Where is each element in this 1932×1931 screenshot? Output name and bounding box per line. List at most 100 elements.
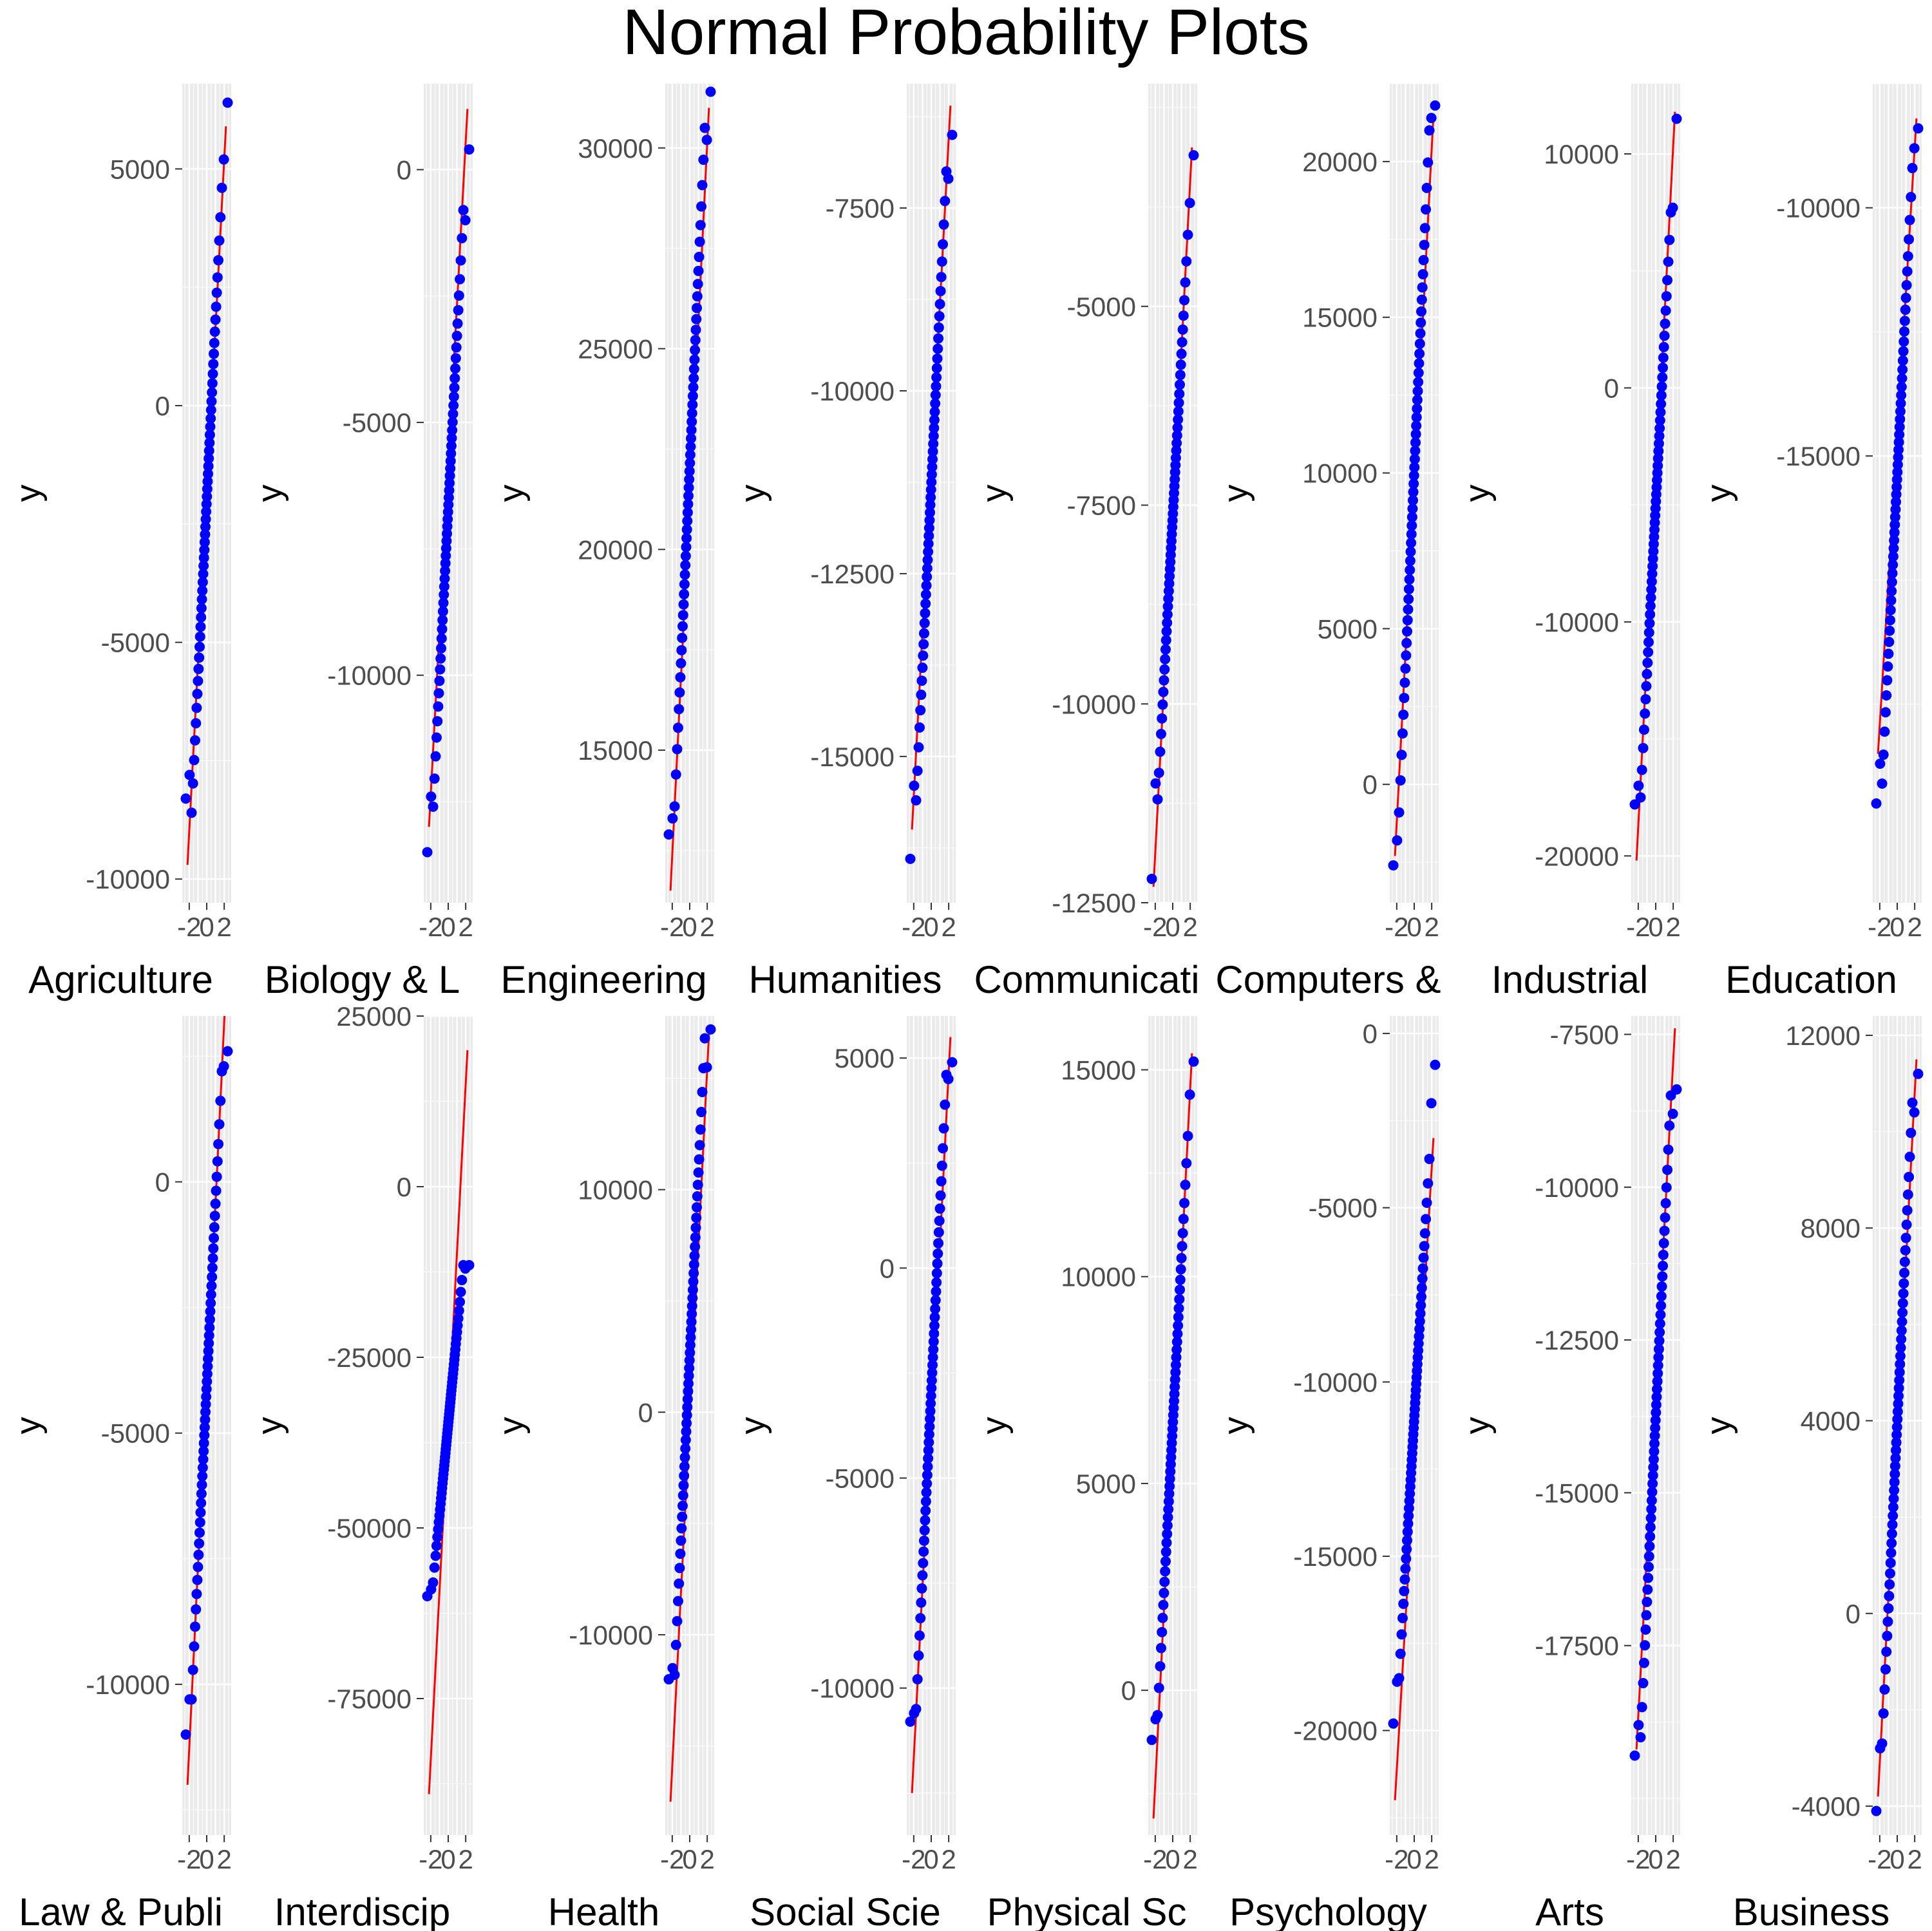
data-point	[687, 1292, 698, 1303]
y-tick-label: 10000	[1302, 458, 1378, 489]
data-point	[672, 1615, 683, 1626]
data-point	[205, 421, 216, 432]
data-point	[1649, 1446, 1660, 1457]
data-point	[1653, 1352, 1664, 1363]
data-point	[677, 610, 688, 621]
data-point	[209, 1232, 220, 1243]
data-point	[1906, 191, 1917, 202]
data-point	[1649, 1438, 1660, 1449]
data-point	[1899, 336, 1909, 347]
data-point	[933, 343, 943, 354]
data-point	[204, 1338, 214, 1349]
data-point	[1416, 1300, 1426, 1311]
data-point	[222, 1046, 233, 1057]
data-point	[1175, 1285, 1186, 1295]
data-point	[197, 1471, 208, 1482]
data-point	[1890, 1453, 1901, 1464]
data-point	[1882, 661, 1893, 672]
data-point	[1146, 873, 1157, 884]
data-point	[1888, 1493, 1899, 1504]
data-point	[1414, 1316, 1425, 1327]
data-point	[215, 1095, 226, 1106]
data-point	[1897, 355, 1908, 366]
x-tick-label: 0	[1889, 912, 1904, 942]
data-point	[435, 653, 446, 664]
data-point	[212, 1156, 223, 1167]
data-point	[685, 1347, 696, 1358]
data-point	[198, 1438, 209, 1449]
data-point	[670, 769, 681, 780]
data-point	[433, 688, 444, 699]
data-point	[1158, 686, 1169, 697]
data-point	[435, 664, 446, 675]
data-point	[1395, 1648, 1406, 1659]
y-tick-label: -10000	[1535, 607, 1619, 637]
data-point	[1181, 1158, 1192, 1169]
data-point	[455, 255, 466, 266]
data-point	[694, 1140, 705, 1151]
data-point	[680, 560, 691, 570]
y-tick-label: 0	[1121, 1675, 1136, 1706]
data-point	[1419, 223, 1430, 234]
data-point	[1888, 543, 1899, 554]
data-point	[1889, 535, 1900, 546]
data-point	[1651, 1399, 1662, 1410]
data-point	[1164, 1488, 1175, 1499]
data-point	[464, 144, 475, 155]
data-point	[1152, 794, 1163, 805]
data-point	[1880, 1664, 1891, 1675]
data-point	[683, 491, 694, 502]
data-point	[927, 446, 938, 457]
data-point	[695, 1124, 706, 1135]
data-point	[947, 1057, 958, 1068]
panel-label: Social Scie	[750, 1890, 941, 1931]
data-point	[426, 791, 437, 802]
data-point	[683, 1370, 694, 1381]
data-point	[1648, 1454, 1659, 1465]
data-point	[929, 406, 940, 417]
data-point	[1877, 778, 1888, 789]
data-point	[1653, 1368, 1663, 1379]
data-point	[1671, 113, 1682, 124]
data-point	[202, 491, 213, 502]
y-tick-label: -15000	[810, 742, 895, 772]
data-point	[1878, 749, 1889, 760]
data-point	[208, 1243, 219, 1254]
data-point	[1913, 1068, 1924, 1079]
data-point	[1160, 1556, 1171, 1567]
data-point	[683, 1386, 694, 1397]
y-tick-label: 0	[1846, 1599, 1861, 1629]
y-tick-label: 5000	[110, 154, 170, 184]
panel-label: Biology & L	[265, 958, 460, 1001]
data-point	[196, 612, 207, 623]
y-tick-label: -17500	[1535, 1631, 1619, 1661]
data-point	[928, 1344, 939, 1355]
data-point	[1886, 1547, 1897, 1558]
y-axis-title: y	[975, 1417, 1014, 1435]
data-point	[683, 499, 694, 510]
data-point	[1645, 1521, 1656, 1532]
x-tick-label: 0	[1165, 912, 1180, 942]
data-point	[1401, 1553, 1412, 1564]
data-point	[210, 314, 221, 325]
data-point	[180, 1729, 191, 1740]
data-point	[1184, 1089, 1195, 1100]
data-point	[1656, 381, 1667, 392]
data-point	[1658, 1261, 1669, 1272]
data-point	[687, 1308, 697, 1319]
data-point	[1886, 595, 1897, 606]
x-tick-label: 2	[458, 1844, 473, 1874]
data-point	[200, 1414, 211, 1425]
data-point	[1406, 512, 1417, 523]
data-point	[455, 274, 466, 285]
data-point	[1171, 1337, 1182, 1348]
data-point	[918, 628, 929, 639]
data-point	[1891, 1445, 1902, 1456]
data-point	[697, 1086, 708, 1097]
data-point	[1899, 316, 1910, 326]
data-point	[200, 1399, 211, 1410]
data-point	[194, 652, 205, 663]
data-point	[920, 598, 931, 609]
data-point	[1889, 1485, 1900, 1496]
